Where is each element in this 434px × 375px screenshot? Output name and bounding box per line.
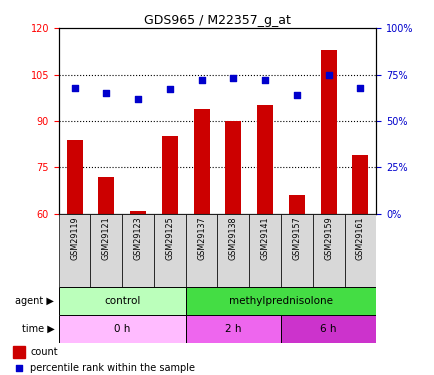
Bar <box>320 50 336 214</box>
Bar <box>217 214 249 287</box>
Text: 2 h: 2 h <box>225 324 241 334</box>
Point <box>166 86 173 92</box>
Bar <box>225 121 241 214</box>
Point <box>356 84 363 90</box>
Bar <box>59 315 185 343</box>
Bar <box>288 195 304 214</box>
Text: percentile rank within the sample: percentile rank within the sample <box>30 363 195 373</box>
Point <box>324 72 332 78</box>
Text: GSM29141: GSM29141 <box>260 217 269 260</box>
Title: GDS965 / M22357_g_at: GDS965 / M22357_g_at <box>144 14 290 27</box>
Text: GSM29121: GSM29121 <box>102 217 111 260</box>
Text: GSM29161: GSM29161 <box>355 217 364 260</box>
Bar <box>98 177 114 214</box>
Bar <box>59 214 90 287</box>
Bar <box>280 315 375 343</box>
Text: time ▶: time ▶ <box>22 324 54 334</box>
Point <box>103 90 109 96</box>
Bar <box>154 214 185 287</box>
Bar <box>130 211 146 214</box>
Bar <box>122 214 154 287</box>
Text: GSM29137: GSM29137 <box>197 217 206 260</box>
Point <box>293 92 299 98</box>
Text: control: control <box>104 296 140 306</box>
Point <box>198 77 205 83</box>
Text: GSM29123: GSM29123 <box>133 217 142 260</box>
Bar <box>90 214 122 287</box>
Point <box>16 365 23 371</box>
Bar <box>352 155 368 214</box>
Text: GSM29159: GSM29159 <box>323 217 332 260</box>
Text: GSM29157: GSM29157 <box>292 217 301 260</box>
Bar <box>249 214 280 287</box>
Point <box>261 77 268 83</box>
Text: GSM29138: GSM29138 <box>228 217 237 260</box>
Bar <box>161 136 178 214</box>
Point <box>229 75 236 81</box>
Bar <box>256 105 273 214</box>
Text: GSM29125: GSM29125 <box>165 217 174 260</box>
Text: 0 h: 0 h <box>114 324 130 334</box>
Text: count: count <box>30 347 58 357</box>
Point <box>71 84 78 90</box>
Bar <box>344 214 375 287</box>
Text: agent ▶: agent ▶ <box>16 296 54 306</box>
Text: GSM29119: GSM29119 <box>70 217 79 260</box>
Bar <box>59 287 185 315</box>
Bar <box>66 140 82 214</box>
Bar <box>13 346 25 358</box>
Bar <box>312 214 344 287</box>
Bar <box>185 287 375 315</box>
Bar <box>193 109 209 214</box>
Bar <box>185 315 280 343</box>
Bar <box>280 214 312 287</box>
Text: 6 h: 6 h <box>320 324 336 334</box>
Point <box>135 96 141 102</box>
Bar <box>185 214 217 287</box>
Text: methylprednisolone: methylprednisolone <box>228 296 332 306</box>
